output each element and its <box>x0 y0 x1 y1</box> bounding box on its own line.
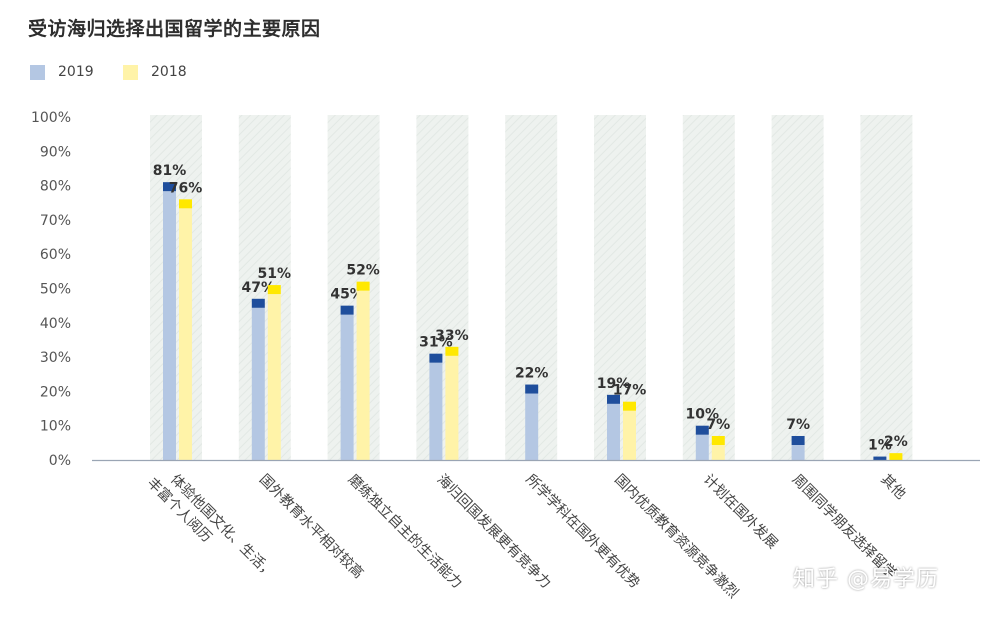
bar-cap-2019 <box>791 435 805 445</box>
bar-cap-2019 <box>607 394 620 404</box>
bar-2019 <box>791 444 805 460</box>
bar-2019 <box>607 403 620 460</box>
bar-2018 <box>711 444 725 460</box>
x-tick-label-line: 体验他国文化、生活， <box>167 472 277 582</box>
data-label-2018: 76% <box>169 180 203 196</box>
legend-item-2018: 2018 <box>123 62 187 82</box>
bar-cap-2019 <box>340 305 354 315</box>
y-tick-label: 100% <box>31 110 71 126</box>
bar-2018 <box>356 290 370 460</box>
bar-cap-2019 <box>525 384 539 394</box>
y-tick-label: 10% <box>40 419 71 435</box>
data-label-2019: 81% <box>153 163 187 179</box>
data-label-2018: 33% <box>435 328 469 344</box>
bar-2019 <box>429 362 443 460</box>
x-tick-label: 其他 <box>878 472 909 503</box>
bar-cap-2018 <box>267 285 281 295</box>
bar-cap-2018 <box>179 199 192 209</box>
bar-cap-2018 <box>356 281 370 291</box>
bar-cap-2019 <box>873 456 887 460</box>
y-tick-label: 50% <box>40 282 71 298</box>
data-label-2018: 52% <box>346 263 380 279</box>
bar-cap-2019 <box>251 298 265 308</box>
bar-cap-2018 <box>623 401 636 411</box>
bar-2019 <box>251 307 265 460</box>
bar-2018 <box>623 410 636 460</box>
watermark: 知乎 @易学历 <box>793 567 939 592</box>
data-label-2019: 22% <box>515 366 549 382</box>
bar-cap-2019 <box>429 353 443 363</box>
data-label-2018: 17% <box>613 383 647 399</box>
bar-cap-2018 <box>889 453 903 460</box>
data-label-2018: 7% <box>706 417 730 433</box>
y-tick-label: 40% <box>40 316 71 332</box>
bar-cap-2018 <box>445 346 459 356</box>
data-label-2019: 47% <box>242 280 276 296</box>
data-label-2019: 7% <box>786 417 810 433</box>
data-label-2019: 31% <box>419 335 453 351</box>
bar-2019 <box>525 393 539 460</box>
data-label-2019: 1% <box>868 438 892 454</box>
x-tick-label-line: 其他 <box>878 472 909 503</box>
bar-2018 <box>179 208 192 460</box>
legend-label-2019: 2019 <box>58 64 94 80</box>
legend-item-2019: 2019 <box>30 62 94 82</box>
y-tick-label: 0% <box>49 453 71 469</box>
bar-cap-2018 <box>711 435 725 445</box>
legend-label-2018: 2018 <box>151 64 187 80</box>
bar-cap-2019 <box>163 182 176 192</box>
data-label-2018: 51% <box>258 266 292 282</box>
bar-cap-2019 <box>695 425 709 435</box>
bar-2018 <box>445 355 459 460</box>
bar-2019 <box>163 191 176 461</box>
data-label-2019: 45% <box>330 287 364 303</box>
data-label-2018: 2% <box>884 434 908 450</box>
bar-2019 <box>695 434 709 460</box>
column-backdrop <box>771 115 824 460</box>
chart-title: 受访海归选择出国留学的主要原因 <box>28 18 321 40</box>
y-tick-label: 80% <box>40 179 71 195</box>
y-tick-label: 20% <box>40 384 71 400</box>
data-label-2019: 19% <box>597 376 631 392</box>
column-backdrop <box>682 115 735 460</box>
y-tick-label: 70% <box>40 213 71 229</box>
x-tick-label-line: 计划在国外发展 <box>700 472 781 553</box>
data-label-2019: 10% <box>686 407 720 423</box>
y-tick-label: 60% <box>40 247 71 263</box>
legend-swatch-2018 <box>123 64 138 80</box>
legend-swatch-2019 <box>30 64 45 80</box>
bar-2019 <box>340 314 354 460</box>
bar-2018 <box>267 294 281 460</box>
y-tick-label: 30% <box>40 350 71 366</box>
y-tick-label: 90% <box>40 144 71 160</box>
column-backdrop <box>860 115 913 460</box>
x-tick-label: 计划在国外发展 <box>700 472 781 553</box>
